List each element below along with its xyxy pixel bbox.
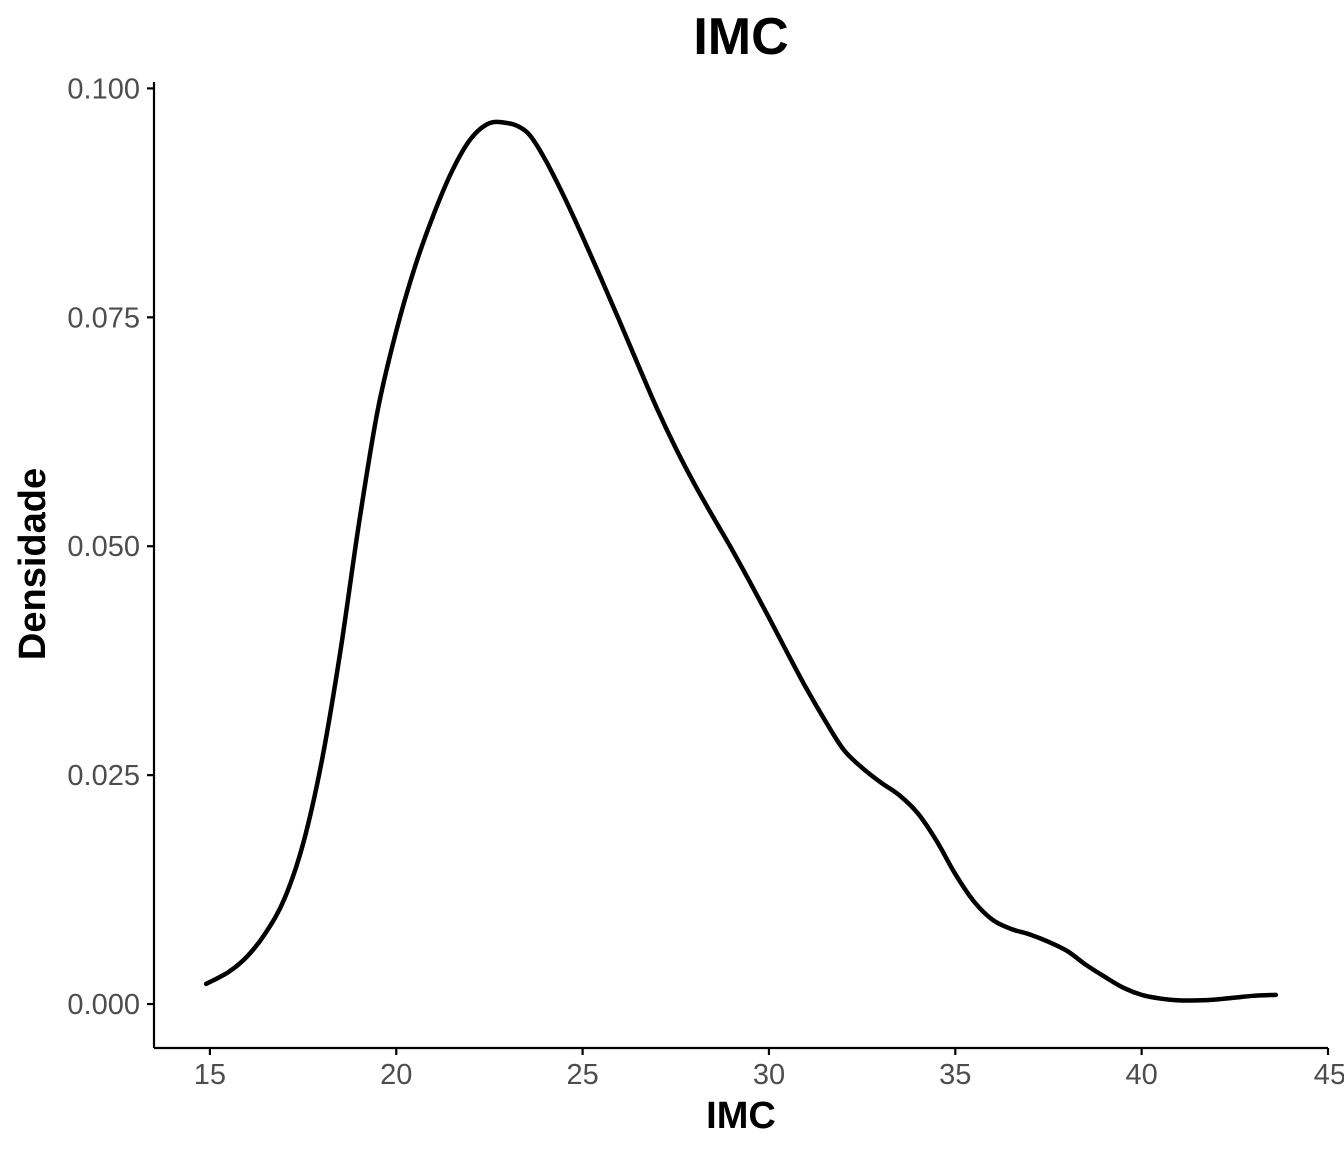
x-tick-label: 15 (194, 1059, 226, 1091)
x-tick-label: 45 (1314, 1059, 1344, 1091)
x-tick-label: 25 (566, 1059, 598, 1091)
x-tick-label: 30 (753, 1059, 785, 1091)
x-axis-title: IMC (706, 1095, 776, 1137)
y-axis: 0.000 0.025 0.050 0.075 0.100 (67, 73, 156, 1048)
chart-title: IMC (693, 8, 788, 66)
x-axis: 15 20 25 30 35 40 45 (154, 1046, 1344, 1091)
y-tick-label: 0.075 (67, 302, 140, 334)
y-tick-label: 0.100 (67, 73, 140, 105)
y-tick-label: 0.050 (67, 531, 140, 563)
x-tick-label: 35 (939, 1059, 971, 1091)
y-tick-label: 0.000 (67, 989, 140, 1021)
plot-series (203, 119, 1279, 1003)
x-tick-label: 40 (1126, 1059, 1158, 1091)
y-tick-label: 0.025 (67, 760, 140, 792)
density-curve (203, 119, 1279, 1003)
y-axis-title: Densidade (12, 468, 54, 660)
x-tick-label: 20 (380, 1059, 412, 1091)
